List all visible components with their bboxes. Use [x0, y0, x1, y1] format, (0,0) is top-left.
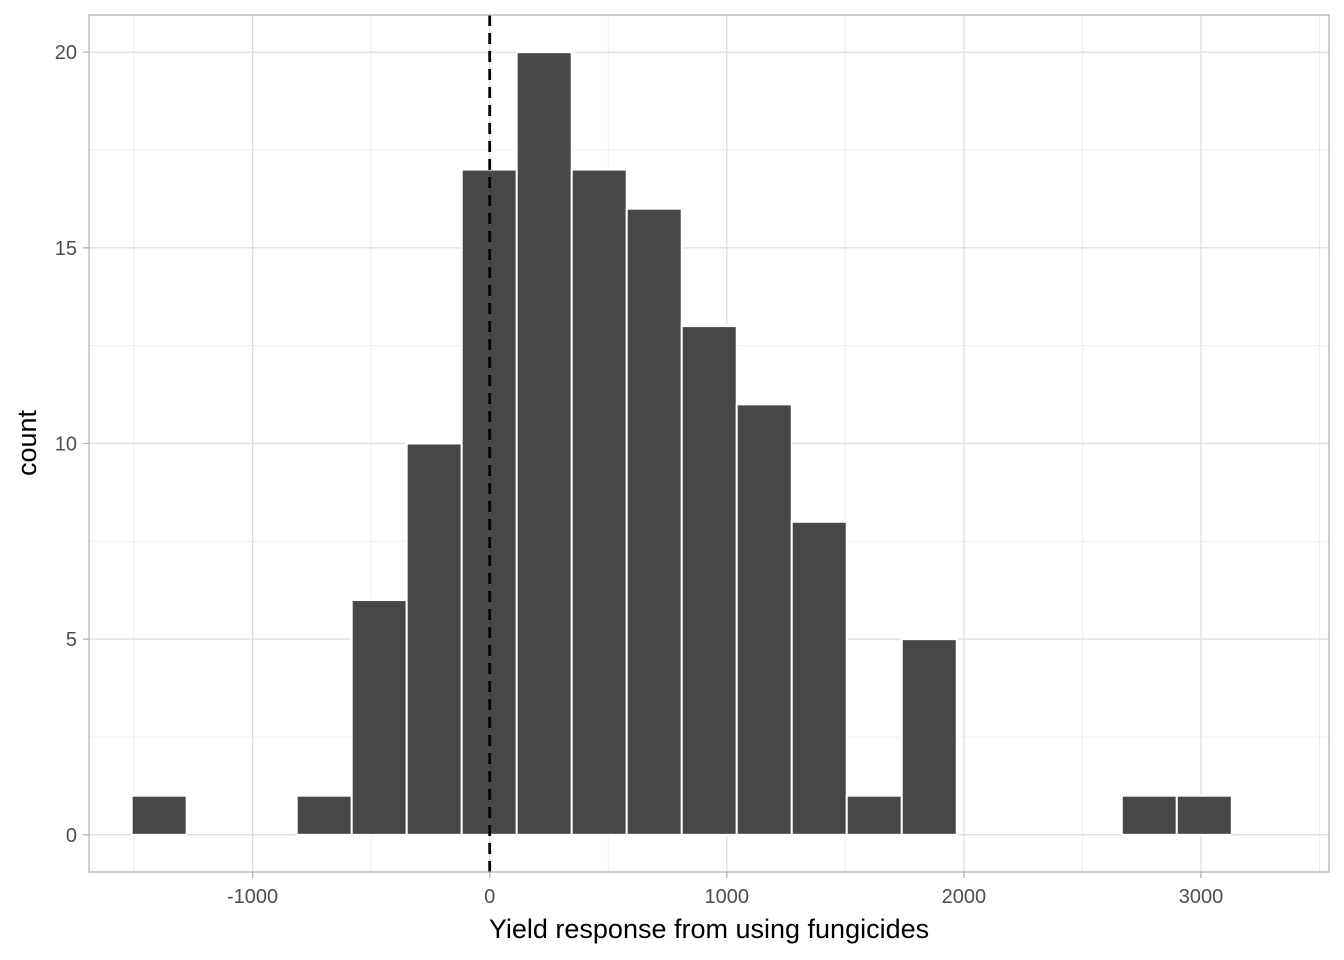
- histogram-bar: [900, 638, 958, 836]
- histogram-bar: [625, 207, 683, 836]
- x-axis-title: Yield response from using fungicides: [489, 914, 929, 944]
- histogram-bar: [680, 325, 738, 836]
- histogram-bar: [790, 520, 848, 836]
- histogram-bar: [350, 599, 408, 836]
- y-tick-label: 10: [55, 434, 77, 456]
- histogram-bar: [1120, 794, 1178, 836]
- x-axis-ticks: -1000 0 1000 2000 3000: [227, 872, 1223, 908]
- x-tick-label: 2000: [942, 886, 987, 908]
- histogram-bar: [405, 442, 463, 836]
- x-tick-label: 1000: [705, 886, 750, 908]
- y-tick-label: 0: [66, 825, 77, 847]
- histogram-bar: [295, 794, 353, 836]
- x-tick-label: 0: [484, 886, 495, 908]
- y-axis-title: count: [12, 409, 42, 476]
- histogram-bar: [515, 51, 573, 836]
- histogram-bar: [570, 168, 628, 836]
- histogram-bar: [130, 794, 188, 836]
- histogram-bar: [845, 794, 903, 836]
- histogram-bar: [1175, 794, 1233, 836]
- y-tick-label: 15: [55, 238, 77, 260]
- y-tick-label: 20: [55, 42, 77, 64]
- x-tick-label: -1000: [227, 886, 278, 908]
- y-tick-label: 5: [66, 629, 77, 651]
- histogram-bar: [735, 403, 793, 836]
- y-axis-ticks: 0 5 10 15 20: [55, 42, 89, 847]
- x-tick-label: 3000: [1179, 886, 1224, 908]
